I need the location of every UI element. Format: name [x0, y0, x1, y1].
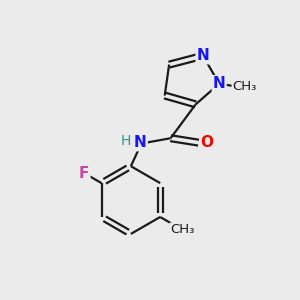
Text: CH₃: CH₃ [232, 80, 257, 93]
Text: N: N [213, 76, 226, 91]
Text: CH₃: CH₃ [170, 224, 195, 236]
Text: F: F [79, 166, 89, 181]
Text: N: N [134, 135, 147, 150]
Text: H: H [120, 134, 131, 148]
Text: O: O [200, 135, 213, 150]
Text: N: N [196, 48, 209, 63]
